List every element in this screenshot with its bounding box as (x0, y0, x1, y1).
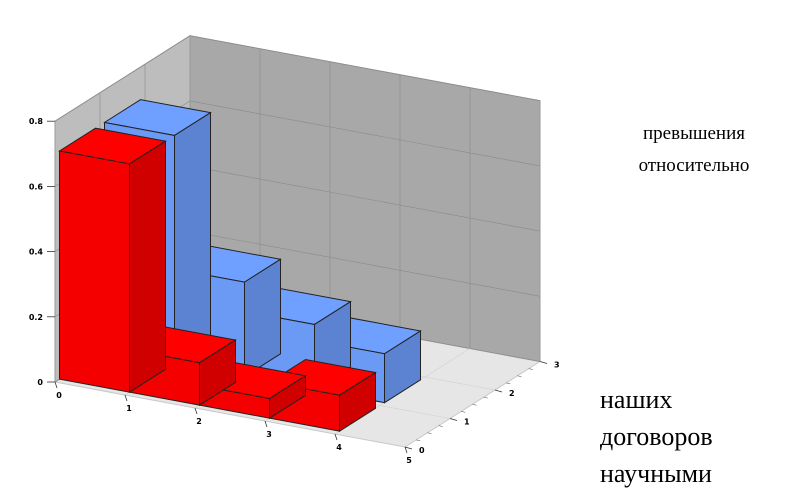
chart-bars (58, 99, 422, 433)
x-tick-mark (194, 407, 198, 415)
x-tick-mark (124, 394, 128, 402)
grid-line-z-back (189, 231, 541, 297)
grid-line-z-back (189, 35, 541, 101)
y-tick-mark (449, 418, 458, 421)
y-minor-tick (461, 411, 466, 413)
z-tick-label: 0.6 (29, 182, 44, 191)
x-tick-mark (264, 420, 268, 428)
y-minor-tick (483, 396, 488, 399)
x-tick-label: 2 (196, 417, 202, 426)
x-tick-label: 1 (126, 404, 132, 413)
y-tick-mark (494, 389, 503, 393)
y-tick-label: 1 (464, 418, 470, 427)
side-caption-top-line2: относительно (638, 155, 750, 176)
y-minor-tick (416, 439, 421, 442)
bar-side (174, 111, 211, 365)
side-caption-bottom-line1: наших (600, 385, 673, 414)
grid-line-z-left (54, 35, 191, 122)
grid-line-z-back (189, 165, 541, 232)
z-tick-label: 0.2 (29, 313, 43, 322)
y-minor-tick (438, 425, 443, 427)
z-tick-label: 0 (37, 378, 43, 387)
y-tick-mark (404, 446, 413, 450)
side-caption-bottom-line2: договоров (600, 422, 713, 451)
side-caption-bottom-line3: научными (600, 459, 712, 488)
z-tick-label: 0.4 (29, 248, 44, 257)
bar-side (129, 140, 166, 394)
z-tick-label: 0.8 (29, 117, 44, 126)
y-minor-tick (506, 382, 511, 385)
side-caption-top-line1: превышения (643, 123, 745, 144)
bar-front (59, 150, 130, 393)
side-caption-bottom: наших договоров научными (600, 381, 750, 492)
side-caption-top: превышения относительно (600, 118, 788, 182)
x-tick-mark (54, 381, 58, 389)
x-tick-label: 4 (336, 443, 342, 452)
y-minor-tick (517, 375, 522, 378)
x-tick-label: 5 (406, 456, 412, 465)
x-tick-label: 3 (266, 430, 272, 439)
grid-line-z-back (189, 100, 541, 167)
y-minor-tick (427, 432, 432, 435)
y-minor-tick (528, 368, 533, 370)
y-tick-label: 3 (554, 361, 560, 370)
x-tick-mark (404, 446, 408, 454)
y-tick-label: 0 (419, 446, 425, 455)
y-minor-tick (472, 403, 477, 406)
y-tick-mark (539, 361, 548, 364)
x-tick-label: 0 (56, 391, 62, 400)
y-tick-label: 2 (509, 389, 515, 398)
x-tick-mark (334, 433, 338, 441)
